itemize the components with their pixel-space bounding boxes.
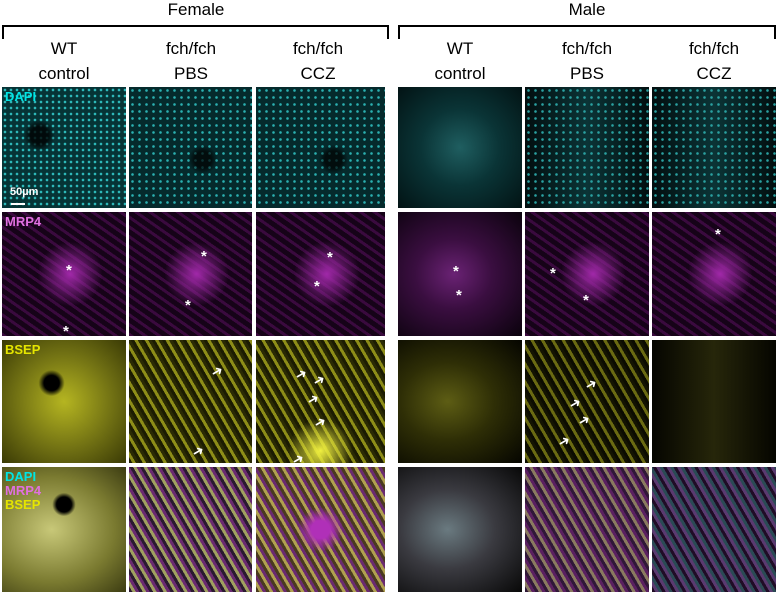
merge-label-dapi: DAPI [5, 469, 37, 484]
column-header-line1: fch/fch [688, 39, 740, 58]
bracket-female [2, 25, 389, 39]
panel-dapi-female-pbs [129, 87, 252, 208]
asterisk-marker: * [314, 278, 320, 295]
panel-mrp4-male-ccz: * [652, 212, 776, 336]
arrow-marker: ➜ [310, 412, 329, 432]
panel-merge-female-pbs [129, 467, 252, 592]
panel-mrp4-female-ccz: * * [256, 212, 385, 336]
asterisk-marker: * [715, 226, 721, 243]
column-header: fch/fch CCZ [256, 36, 380, 86]
column-header: WT control [398, 36, 522, 86]
panel-dapi-male-ccz [652, 87, 776, 208]
asterisk-marker: * [583, 292, 589, 309]
panel-dapi-male-pbs [525, 87, 649, 208]
column-header-line2: CCZ [300, 64, 336, 83]
arrow-marker: ➜ [581, 374, 600, 394]
panel-dapi-female-ccz [256, 87, 385, 208]
arrow-marker: ➜ [303, 389, 322, 409]
panel-dapi-female-wt: DAPI 50µm [2, 87, 126, 208]
panel-merge-female-wt: DAPI MRP4 BSEP [2, 467, 126, 592]
asterisk-marker: * [327, 249, 333, 266]
column-header-line2: CCZ [696, 64, 732, 83]
panel-mrp4-male-pbs: * * [525, 212, 649, 336]
panel-merge-male-ccz [652, 467, 776, 592]
panel-dapi-male-wt [398, 87, 522, 208]
column-header: fch/fch PBS [129, 36, 253, 86]
panel-merge-female-ccz [256, 467, 385, 592]
column-header: WT control [2, 36, 126, 86]
asterisk-marker: * [453, 263, 459, 280]
panel-mrp4-male-wt: * * [398, 212, 522, 336]
panel-merge-male-pbs [525, 467, 649, 592]
arrow-marker: ➜ [565, 393, 584, 413]
arrow-marker: ➜ [574, 410, 593, 430]
arrow-marker: ➜ [554, 431, 573, 451]
column-header-line2: control [434, 64, 486, 83]
channel-label-merge: DAPI MRP4 BSEP [5, 470, 41, 512]
merge-label-mrp4: MRP4 [5, 483, 42, 498]
asterisk-marker: * [201, 248, 207, 265]
scale-bar [11, 203, 25, 205]
arrow-marker: ➜ [288, 449, 307, 463]
arrow-marker: ➜ [207, 361, 226, 381]
column-header-line2: PBS [173, 64, 209, 83]
group-label-male: Male [568, 0, 606, 19]
panel-bsep-male-wt [398, 340, 522, 463]
column-header-line2: control [38, 64, 90, 83]
panel-mrp4-female-pbs: * * [129, 212, 252, 336]
channel-label-dapi: DAPI [5, 89, 37, 104]
asterisk-marker: * [185, 297, 191, 314]
column-header: fch/fch CCZ [652, 36, 776, 86]
channel-label-mrp4: MRP4 [5, 214, 42, 229]
arrow-marker: ➜ [291, 364, 310, 384]
panel-bsep-male-ccz [652, 340, 776, 463]
bracket-male [398, 25, 776, 39]
group-label-female: Female [167, 0, 225, 19]
asterisk-marker: * [66, 262, 72, 279]
asterisk-marker: * [550, 265, 556, 282]
scale-bar-label: 50µm [10, 186, 39, 198]
panel-bsep-male-pbs: ➜ ➜ ➜ ➜ [525, 340, 649, 463]
panel-bsep-female-ccz: ➜ ➜ ➜ ➜ ➜ [256, 340, 385, 463]
column-header-line1: WT [446, 39, 474, 58]
panel-merge-male-wt [398, 467, 522, 592]
arrow-marker: ➜ [188, 441, 207, 461]
channel-label-bsep: BSEP [5, 342, 41, 357]
column-header-line1: fch/fch [292, 39, 344, 58]
merge-label-bsep: BSEP [5, 497, 41, 512]
asterisk-marker: * [456, 287, 462, 304]
panel-bsep-female-pbs: ➜ ➜ [129, 340, 252, 463]
column-header-line1: fch/fch [165, 39, 217, 58]
panel-bsep-female-wt: BSEP [2, 340, 126, 463]
column-header-line1: fch/fch [561, 39, 613, 58]
asterisk-marker: * [63, 323, 69, 336]
column-header-line1: WT [50, 39, 78, 58]
column-header: fch/fch PBS [525, 36, 649, 86]
arrow-marker: ➜ [309, 370, 328, 390]
column-header-line2: PBS [569, 64, 605, 83]
panel-mrp4-female-wt: MRP4 * * [2, 212, 126, 336]
